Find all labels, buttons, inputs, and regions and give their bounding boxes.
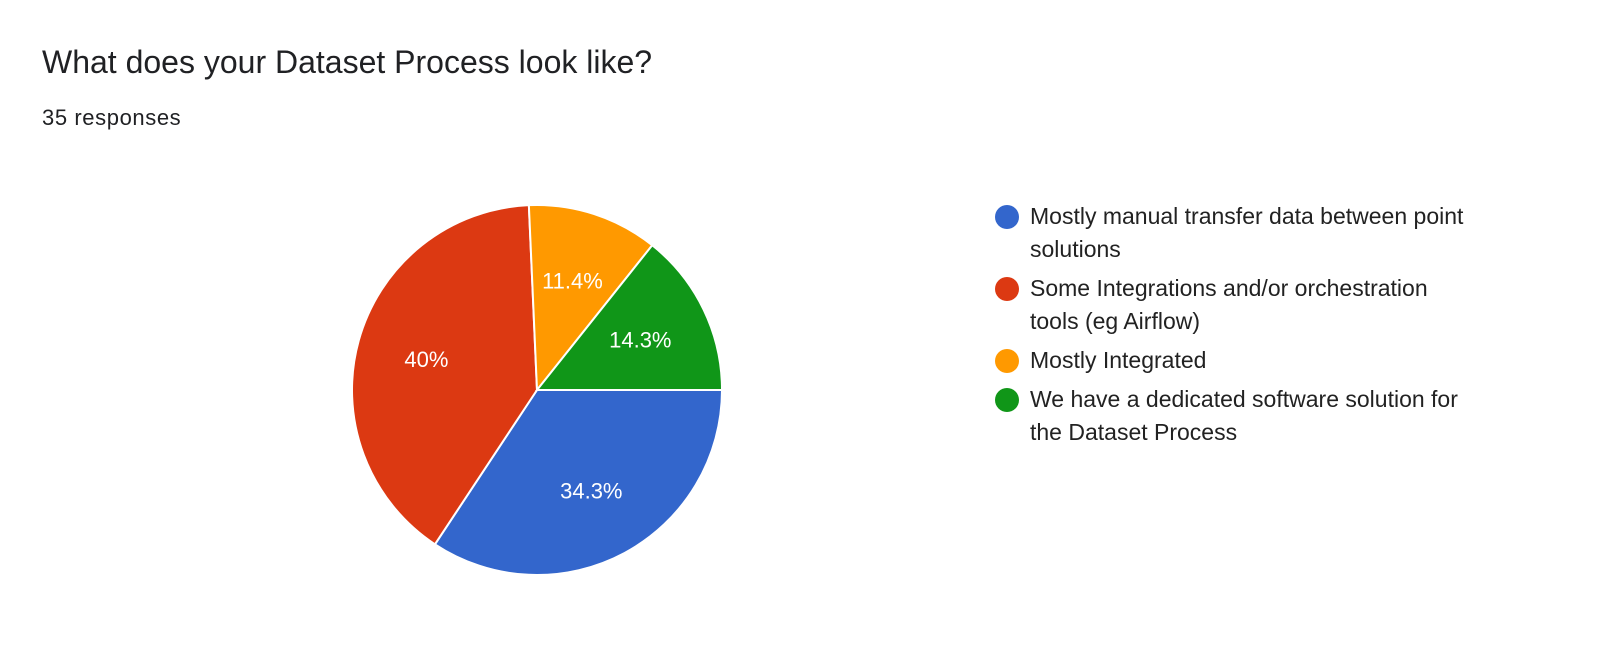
legend-swatch-icon: [995, 205, 1019, 229]
legend-item-3[interactable]: We have a dedicated software solution fo…: [995, 383, 1515, 449]
legend-label: Mostly manual transfer data between poin…: [1030, 203, 1464, 262]
legend-item-1[interactable]: Some Integrations and/or orchestration t…: [995, 272, 1515, 338]
legend-swatch-icon: [995, 349, 1019, 373]
slice-label-0: 34.3%: [560, 479, 622, 504]
slice-label-3: 14.3%: [609, 328, 671, 353]
legend-swatch-icon: [995, 388, 1019, 412]
chart-legend: Mostly manual transfer data between poin…: [995, 200, 1515, 455]
legend-label: Some Integrations and/or orchestration t…: [1030, 275, 1428, 334]
legend-item-2[interactable]: Mostly Integrated: [995, 344, 1515, 377]
legend-label: We have a dedicated software solution fo…: [1030, 386, 1458, 445]
chart-title: What does your Dataset Process look like…: [42, 44, 653, 80]
response-count: 35 responses: [42, 105, 182, 130]
legend-item-0[interactable]: Mostly manual transfer data between poin…: [995, 200, 1515, 266]
legend-swatch-icon: [995, 277, 1019, 301]
pie-slice-2[interactable]: [527, 204, 654, 393]
slice-label-1: 40%: [404, 347, 448, 372]
pie-slice-3[interactable]: [534, 243, 724, 391]
legend-label: Mostly Integrated: [1030, 347, 1207, 373]
pie-slice-1[interactable]: [351, 204, 539, 546]
slice-label-2: 11.4%: [542, 268, 603, 293]
